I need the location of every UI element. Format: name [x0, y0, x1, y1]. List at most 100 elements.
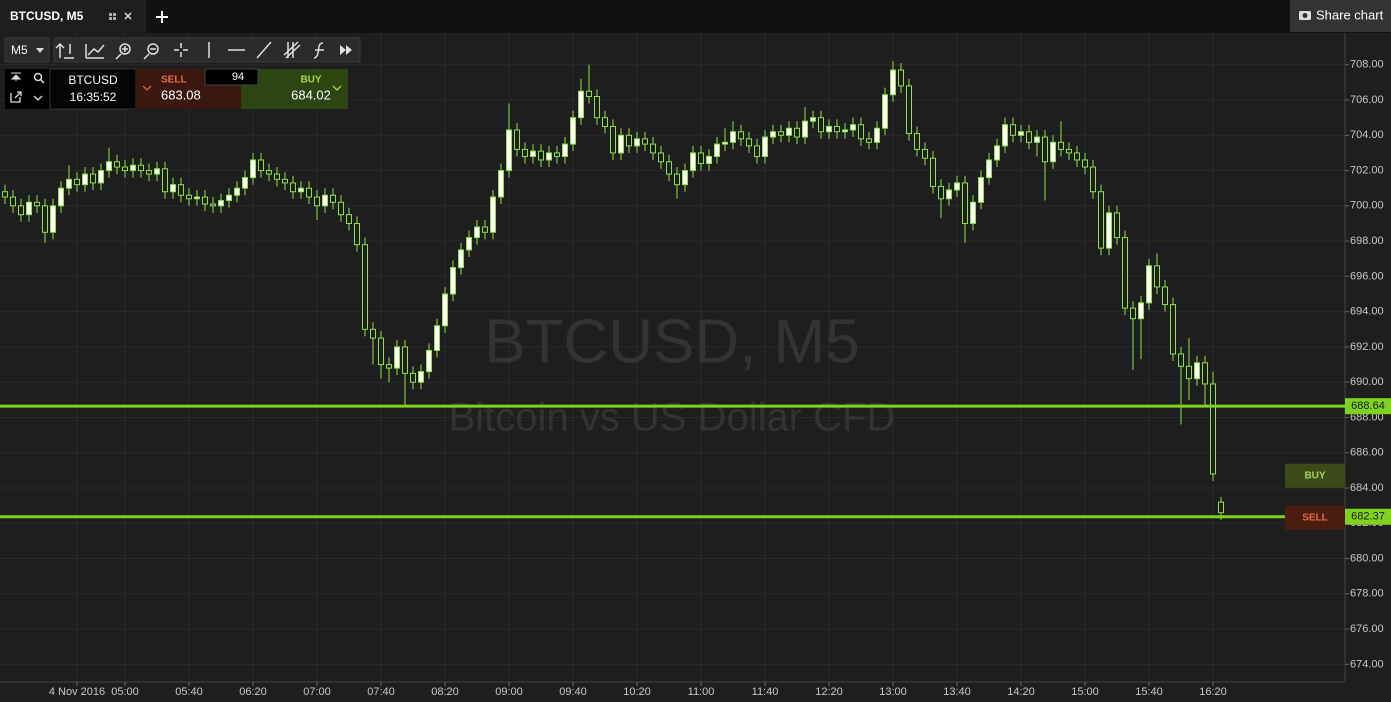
tool-zoom-in[interactable]	[115, 43, 131, 60]
candle-body	[506, 129, 512, 172]
candle-body	[1202, 362, 1208, 385]
buy-tag-box[interactable]	[1285, 463, 1345, 488]
candle-body	[1010, 124, 1016, 136]
tool-trendline[interactable]	[256, 41, 272, 59]
tab-title: BTCUSD, M5	[10, 9, 84, 23]
candle-body	[410, 372, 416, 383]
tab[interactable]	[0, 0, 146, 33]
candle-body	[778, 131, 784, 136]
candle-body	[642, 138, 648, 145]
candle-body	[1026, 131, 1032, 143]
y-tick-label: 686.00	[1350, 447, 1384, 459]
sell-label[interactable]: SELL	[161, 75, 187, 86]
tool-forward[interactable]	[340, 45, 352, 55]
axes: 674.00676.00678.00680.00682.00684.00686.…	[49, 59, 1384, 698]
candle-body	[26, 201, 32, 216]
candle-body	[1042, 136, 1048, 163]
share-label[interactable]: Share chart	[1316, 7, 1384, 22]
candle-body	[386, 364, 392, 369]
buy-arrow	[332, 85, 342, 91]
candle-body	[514, 129, 520, 150]
candle-body	[906, 85, 912, 135]
tool-indicator[interactable]	[55, 42, 74, 59]
y-tick-label: 702.00	[1350, 164, 1384, 176]
candle-body	[1098, 191, 1104, 249]
level-label: 688.64	[1351, 400, 1385, 412]
x-tick-label: 05:00	[111, 686, 139, 698]
candle-body	[314, 196, 320, 207]
candle-body	[922, 148, 928, 159]
candle-body	[818, 117, 824, 133]
candle-body	[946, 189, 952, 200]
candle-body	[1170, 304, 1176, 355]
candle-body	[202, 196, 208, 205]
candle-body	[994, 145, 1000, 161]
candle-body	[42, 205, 48, 233]
candle-body	[482, 226, 488, 233]
candle-body	[730, 131, 736, 143]
y-tick-label: 700.00	[1350, 200, 1384, 212]
candle-body	[1114, 212, 1120, 239]
timeframe[interactable]: M5	[11, 43, 28, 57]
y-tick-label: 704.00	[1350, 129, 1384, 141]
candle-body	[538, 150, 544, 161]
candle-body	[586, 90, 592, 97]
candle-body	[354, 222, 360, 246]
candle-body	[754, 145, 760, 157]
x-tick-label: 12:20	[815, 686, 843, 698]
new-tab[interactable]	[156, 11, 168, 23]
candle-body	[114, 161, 120, 168]
candle-body	[1018, 131, 1024, 136]
buy-price[interactable]: 684.02	[291, 87, 331, 102]
candle-body	[402, 346, 408, 374]
buy-button[interactable]	[241, 69, 348, 109]
sell-tag-box[interactable]	[1285, 505, 1345, 530]
y-tick-label: 678.00	[1350, 588, 1384, 600]
tool-zoom-out[interactable]	[143, 43, 159, 60]
x-tick-label: 15:40	[1135, 686, 1163, 698]
candle-body	[954, 182, 960, 191]
tab-close[interactable]	[124, 12, 132, 20]
candle-body	[762, 136, 768, 157]
candle-body	[426, 349, 432, 373]
ticker-symbol: BTCUSD	[68, 73, 118, 87]
y-tick-label: 688.00	[1350, 411, 1384, 423]
candle-body	[298, 187, 304, 193]
candle-body	[154, 168, 160, 175]
candle-body	[706, 155, 712, 165]
tab-layout-icon[interactable]	[109, 13, 116, 20]
ticker-expand[interactable]	[33, 95, 43, 101]
candle-body	[786, 127, 792, 136]
tool-fibonacci[interactable]	[283, 41, 301, 59]
ticker-symbol-box	[49, 68, 137, 110]
candle-body	[266, 170, 272, 175]
candle-body	[234, 187, 240, 196]
candle-body	[306, 187, 312, 198]
y-tick-label: 680.00	[1350, 552, 1384, 564]
x-tick-label: 06:20	[239, 686, 267, 698]
plot	[2, 61, 1224, 520]
buy-label[interactable]: BUY	[300, 75, 321, 86]
tool-function[interactable]	[313, 42, 324, 59]
tool-crosshair[interactable]	[174, 43, 188, 57]
candle-body	[50, 205, 56, 233]
ticker: BTCUSD 16:35:52 SELL 683.08 BUY 684.02 9…	[5, 68, 348, 110]
ticker-search[interactable]	[33, 72, 45, 84]
toolbar: M5	[4, 37, 361, 63]
candle-body	[282, 178, 288, 184]
x-tick-label: 13:00	[879, 686, 907, 698]
candle-body	[1178, 353, 1184, 367]
candle-body	[554, 152, 560, 157]
tool-chart[interactable]	[85, 44, 105, 59]
candle-body	[90, 173, 96, 184]
candle-body	[106, 161, 112, 172]
candle-body	[634, 138, 640, 147]
candle-body	[986, 159, 992, 179]
ticker-popout[interactable]	[10, 91, 22, 103]
camera-icon	[1299, 11, 1311, 20]
y-tick-label: 674.00	[1350, 658, 1384, 670]
sell-price[interactable]: 683.08	[161, 87, 201, 102]
ticker-collapse[interactable]	[10, 72, 22, 81]
candle-body	[682, 170, 688, 186]
candle-body	[322, 194, 328, 207]
